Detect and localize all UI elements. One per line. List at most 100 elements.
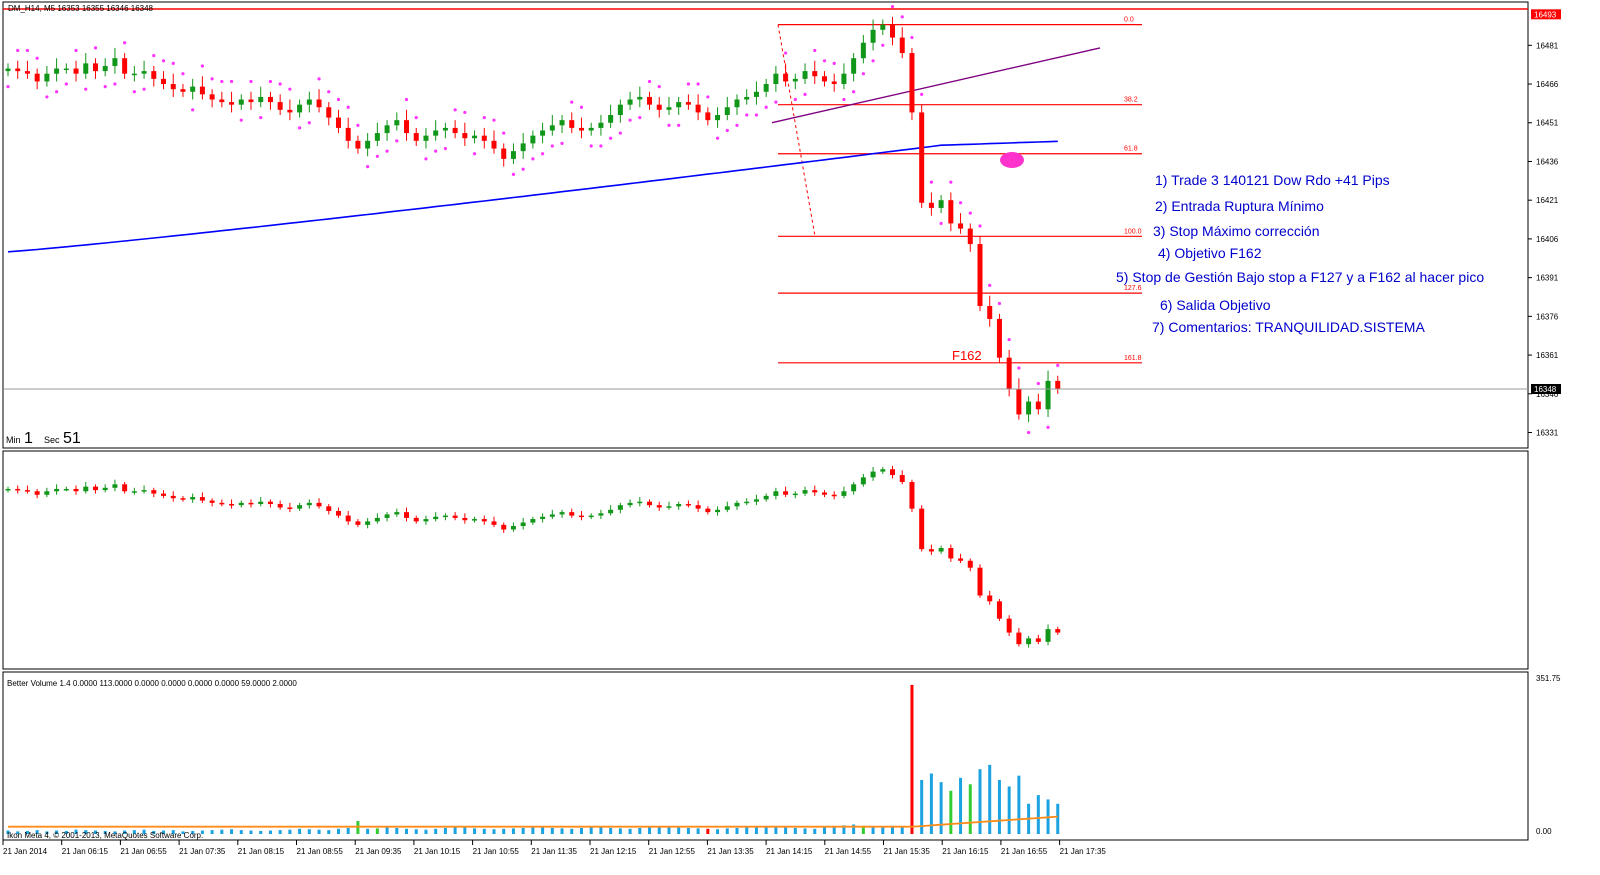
psar-dot [881,43,885,47]
psar-dot [1007,337,1011,342]
candle-body [617,104,623,115]
candle-body [44,73,50,82]
osc-candle-body [102,487,108,491]
psar-dot [366,165,370,169]
osc-candle-body [462,517,468,521]
psar-dot [929,180,934,184]
osc-candle-body [287,507,293,509]
oscillator-pane-frame [2,450,1529,670]
volume-bar [677,827,681,834]
psar-dot [764,105,768,109]
candle-body [792,78,798,82]
psar-dot [64,82,68,86]
price-tick-label: 16466 [1536,80,1559,89]
psar-dot [861,72,865,76]
osc-candle-body [258,501,264,505]
osc-candle-body [277,504,283,508]
candle-body [423,135,429,141]
psar-dot [171,61,175,65]
osc-candle-body [773,491,779,496]
candle-body [753,91,759,97]
candle-body [880,24,886,30]
volume-bar [492,829,496,834]
annotation-2: 2) Entrada Ruptura Mínimo [1155,198,1324,214]
candle-body [705,112,711,121]
candle-body [530,135,536,144]
volume-bar [628,828,632,834]
fib-level-label: 38.2 [1124,97,1138,104]
psar-dot [434,149,438,153]
osc-candle-body [919,508,925,550]
osc-candle-body [92,486,98,491]
psar-dot [677,123,681,127]
volume-bar [861,825,865,834]
osc-candle-body [676,504,682,507]
candle-body [131,73,137,76]
psar-dot [745,113,749,117]
time-tick-label: 21 Jan 09:35 [355,847,402,856]
volume-bar [784,827,788,834]
timer-min-label: Min [6,435,21,445]
candle-body [1035,401,1041,410]
fib-level-label: 127.6 [1124,285,1142,292]
candle-body [297,104,303,113]
psar-dot [686,82,691,86]
price-highlight-box [1531,9,1561,20]
psar-dot [832,61,836,65]
timer-sec-label: Sec [44,435,60,445]
volume-bar [735,827,739,834]
price-highlight-label: 16493 [1534,10,1557,19]
psar-dot [356,123,360,127]
volume-bar [25,830,29,834]
candle-body [462,133,468,139]
osc-candle-body [63,488,69,491]
volume-bar [686,827,690,834]
volume-bar [929,773,933,834]
fib-level-label: 161.8 [1124,355,1142,362]
candle-body [491,140,497,149]
time-tick-label: 21 Jan 10:15 [414,847,461,856]
footer-copyright: Ikon Meta 4, © 2001-2013, MetaQuotes Sof… [7,831,203,840]
candle-body [549,125,555,131]
candle-body [267,96,273,103]
volume-bar [754,826,758,834]
candle-body [783,73,789,82]
osc-candle-body [705,508,711,513]
osc-candle-body [977,567,983,596]
psar-dot [239,118,243,122]
time-tick-label: 21 Jan 12:15 [590,847,637,856]
psar-dot [502,131,506,135]
candle-body [404,120,410,134]
osc-candle-body [880,469,886,472]
osc-candle-body [899,475,905,483]
volume-bar [891,825,895,834]
volume-bar [268,830,272,834]
volume-bar [55,830,59,834]
volume-bar [745,827,749,834]
annotation-5: 5) Stop de Gestión Bajo stop a F127 y a … [1116,269,1484,285]
psar-dot [84,87,88,91]
candle-body [967,228,973,245]
psar-dot [317,77,321,81]
volume-bar [910,684,914,834]
osc-candle-body [248,502,254,505]
psar-dot [531,157,535,161]
psar-dot [25,48,30,53]
psar-dot [988,283,992,287]
volume-bar [482,828,486,834]
volume-bar [443,827,447,834]
psar-dot [327,90,331,94]
volume-bar [657,826,661,834]
price-tick-label: 16376 [1536,312,1559,321]
candle-body [559,120,565,126]
osc-candle-body [647,501,653,506]
psar-dot [618,131,622,135]
osc-candle-body [423,519,429,522]
osc-candle-body [870,471,876,478]
candle-body [870,29,876,43]
osc-candle-body [131,491,137,493]
volume-bar [803,828,807,834]
psar-dot [132,90,136,94]
osc-candle-body [229,504,235,506]
